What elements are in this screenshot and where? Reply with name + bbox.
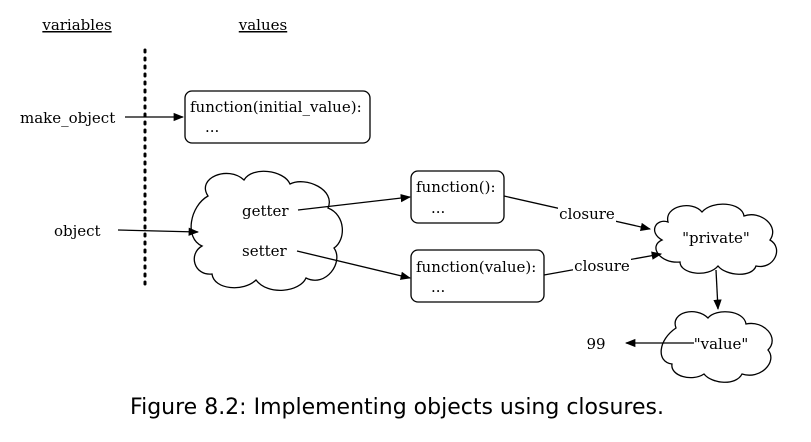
setter-arrow [296,250,412,280]
closure-top-label-bg [558,204,616,224]
values-header: values [238,16,287,34]
figure-caption: Figure 8.2: Implementing objects using c… [130,395,664,420]
closure-bottom-label-bg [573,255,631,275]
object-variable: object [54,222,101,240]
getter-label: getter [242,202,289,220]
getter-function-signature: function(): [416,178,496,196]
make-object-function-body: ... [205,118,219,136]
make-object-function-box: function(initial_value): ... [184,90,371,144]
getter-function-box: function(): ... [410,170,505,224]
private-cloud: "private" [653,203,778,275]
setter-function-body: ... [431,278,445,296]
make-object-function-signature: function(initial_value): [190,98,362,116]
setter-label: setter [242,242,288,260]
closure-top-label: closure [559,205,615,223]
private-to-value-arrow [713,269,722,311]
number-99: 99 [586,335,605,353]
make-object-variable: make_object [20,109,115,127]
value-label: "value" [694,335,749,353]
setter-function-signature: function(value): [416,258,536,276]
getter-arrow [297,193,412,211]
private-label: "private" [682,229,750,247]
value-cloud: "value" [660,311,773,383]
closure-bottom-label: closure [574,257,630,275]
object-cloud: getter setter [190,170,343,292]
variables-header: variables [41,16,111,34]
object-arrow [117,227,200,236]
setter-function-box: function(value): ... [410,249,545,303]
getter-function-body: ... [431,199,445,217]
